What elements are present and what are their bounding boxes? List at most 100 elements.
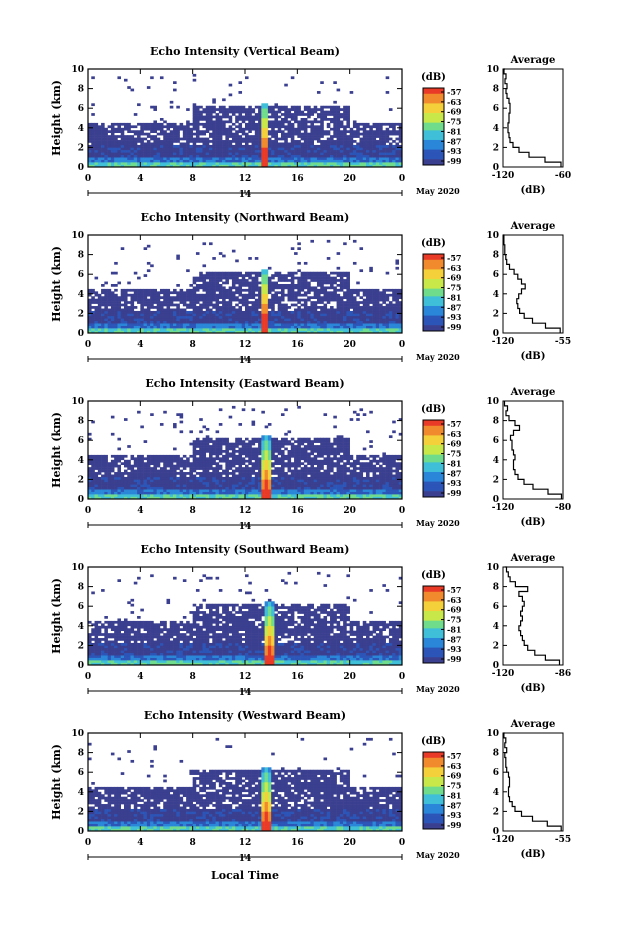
- heatmap-cell: [222, 308, 226, 312]
- heatmap-cell: [212, 486, 216, 490]
- heatmap-cell: [290, 284, 295, 287]
- heatmap-cell: [166, 296, 171, 299]
- heatmap-cell: [215, 120, 220, 124]
- heatmap-cell: [235, 147, 239, 151]
- heatmap-cell: [303, 113, 308, 116]
- heatmap-cell: [192, 78, 197, 82]
- heatmap-cell: [235, 474, 239, 478]
- heatmap-cell: [110, 484, 115, 488]
- heatmap-cell: [130, 310, 135, 314]
- heatmap-cell: [101, 491, 105, 495]
- heatmap-cell: [382, 306, 386, 309]
- heatmap-cell: [264, 144, 269, 148]
- heatmap-cell: [146, 325, 151, 329]
- heatmap-cell: [231, 452, 236, 456]
- heatmap-cell: [225, 310, 229, 314]
- heatmap-cell: [91, 484, 95, 488]
- heatmap-cell: [195, 147, 200, 151]
- heatmap-cell: [97, 323, 102, 326]
- heatmap-cell: [362, 310, 367, 314]
- heatmap-cell: [163, 484, 167, 488]
- heatmap-cell: [248, 318, 252, 322]
- heatmap-cell: [215, 486, 220, 490]
- heatmap-cell: [173, 423, 177, 426]
- colorbar-segment: [423, 103, 444, 106]
- heatmap-cell: [379, 313, 383, 317]
- heatmap-cell: [231, 405, 236, 409]
- heatmap-cell: [258, 293, 262, 297]
- heatmap-cell: [300, 318, 305, 322]
- colorbar-segment: [423, 107, 444, 110]
- heatmap-cell: [333, 330, 337, 334]
- heatmap-cell: [117, 130, 122, 133]
- heatmap-cell: [189, 454, 193, 458]
- heatmap-cell: [192, 474, 197, 478]
- heatmap-cell: [395, 164, 400, 168]
- heatmap-cell: [192, 122, 197, 126]
- heatmap-cell: [264, 330, 269, 334]
- profile-y-tick-label: 6: [493, 104, 499, 114]
- heatmap-cell: [231, 144, 236, 148]
- heatmap-cell: [339, 135, 344, 138]
- heatmap-cell: [235, 328, 239, 331]
- colorbar-segment: [423, 263, 444, 266]
- heatmap-cell: [107, 320, 112, 324]
- heatmap-cell: [159, 164, 164, 168]
- heatmap-cell: [245, 437, 249, 441]
- heatmap-cell: [228, 489, 233, 492]
- heatmap-cell: [313, 164, 318, 168]
- heatmap-cell: [97, 318, 102, 322]
- heatmap-cell: [339, 115, 344, 119]
- heatmap-cell: [146, 308, 151, 312]
- heatmap-cell: [143, 489, 148, 492]
- heatmap-cell: [326, 276, 331, 280]
- heatmap-cell: [173, 164, 177, 168]
- heatmap-cell: [326, 157, 331, 160]
- heatmap-cell: [179, 291, 184, 295]
- heatmap-cell: [258, 325, 262, 329]
- heatmap-cell: [143, 318, 148, 322]
- heatmap-cell: [150, 486, 154, 490]
- heatmap-cell: [313, 130, 318, 133]
- heatmap-cell: [245, 467, 249, 470]
- heatmap-cell: [120, 315, 125, 319]
- x-tick-label: 8: [190, 340, 196, 350]
- heatmap-cell: [120, 293, 125, 297]
- heatmap-cell: [336, 296, 341, 299]
- heatmap-cell: [114, 122, 118, 126]
- heatmap-cell: [375, 293, 380, 297]
- heatmap-cell: [284, 120, 288, 124]
- heatmap-cell: [388, 132, 393, 136]
- heatmap-cell: [382, 330, 386, 334]
- heatmap-cell: [241, 328, 246, 331]
- heatmap-cell: [336, 310, 341, 314]
- heatmap-cell: [267, 147, 272, 151]
- heatmap-cell: [333, 147, 337, 151]
- heatmap-cell: [140, 298, 144, 302]
- heatmap-cell: [271, 164, 275, 168]
- heatmap-cell: [117, 469, 122, 473]
- heatmap-cell: [313, 132, 318, 136]
- heatmap-cell: [349, 301, 354, 304]
- heatmap-cell: [343, 242, 347, 246]
- heatmap-cell: [140, 459, 144, 463]
- heatmap-cell: [202, 306, 207, 309]
- heatmap-cell: [114, 147, 118, 151]
- heatmap-cell: [398, 330, 403, 334]
- heatmap-cell: [130, 135, 135, 138]
- heatmap-cell: [287, 130, 292, 133]
- heatmap-cell: [140, 291, 144, 295]
- heatmap-cell: [254, 301, 259, 304]
- heatmap-cell: [101, 330, 105, 334]
- colorbar-segment: [423, 132, 444, 135]
- heatmap-cell: [228, 328, 233, 331]
- heatmap-cell: [267, 125, 272, 129]
- heatmap-cell: [205, 149, 210, 153]
- heatmap-cell: [110, 310, 115, 314]
- heatmap-cell: [241, 476, 246, 480]
- heatmap-cell: [254, 310, 259, 314]
- heatmap-cell: [261, 318, 265, 322]
- heatmap-cell: [117, 479, 122, 483]
- heatmap-cell: [238, 474, 243, 478]
- heatmap-cell: [231, 320, 236, 324]
